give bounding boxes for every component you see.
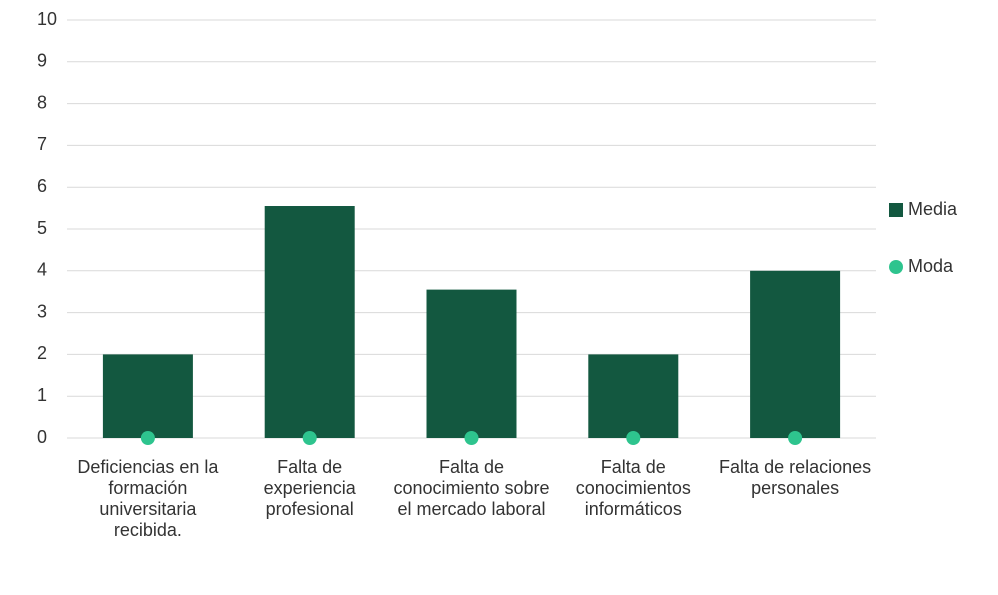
bar [426,289,517,438]
y-tick-label: 8 [37,92,47,112]
y-tick-label: 2 [37,343,47,363]
x-tick-label: Falta de relaciones personales [719,457,872,498]
y-tick-label: 3 [37,301,47,321]
legend-marker [889,260,903,274]
x-tick-label: Falta de conocimiento sobre el mercado l… [393,457,550,519]
x-tick-label: Deficiencias en la formación universitar… [77,457,219,540]
bar [588,354,679,438]
dot [464,431,479,445]
y-tick-label: 4 [37,260,47,280]
bar [264,206,355,438]
dot [788,431,803,445]
legend-label: Media [908,199,958,219]
legend-marker [889,203,903,217]
x-tick-label: Falta de conocimientos informáticos [575,457,691,519]
dot [626,431,641,445]
bar [750,270,841,438]
y-tick-label: 9 [37,51,47,71]
y-tick-label: 10 [37,9,57,29]
y-tick-label: 1 [37,385,47,405]
y-tick-label: 6 [37,176,47,196]
y-tick-label: 7 [37,134,47,154]
dot [140,431,155,445]
bar [102,354,193,438]
x-tick-label: Falta de experiencia profesional [263,457,356,519]
dot [302,431,317,445]
y-tick-label: 0 [37,427,47,447]
legend-label: Moda [908,256,954,276]
y-tick-label: 5 [37,218,47,238]
